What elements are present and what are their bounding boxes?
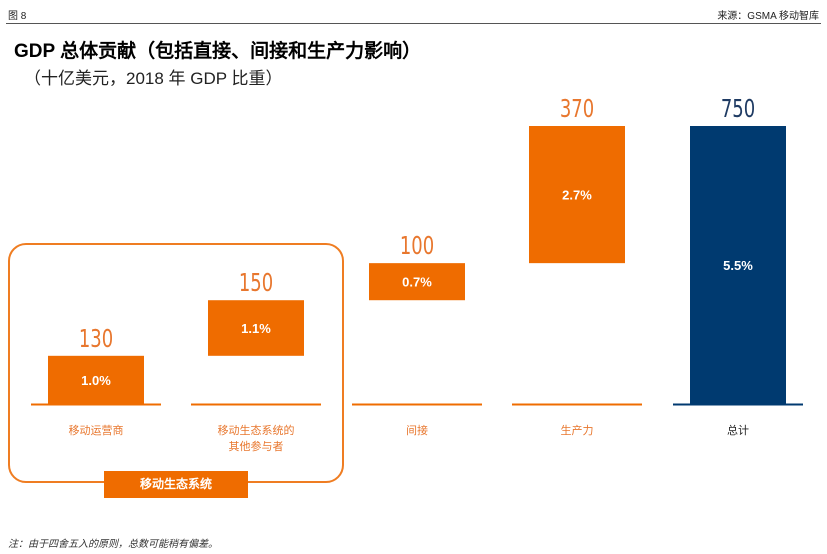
category-label-2-0: 间接 (406, 424, 428, 437)
value-label-0: 130 (79, 325, 113, 354)
bar-0 (48, 355, 144, 404)
category-label-0-0: 移动运营商 (69, 423, 124, 437)
bar-2 (369, 263, 465, 301)
figure-label: 图 8 (8, 11, 27, 22)
value-label-1: 150 (239, 269, 273, 298)
chart-title: GDP 总体贡献（包括直接、间接和生产力影响） (14, 41, 422, 62)
bar-3 (529, 126, 625, 264)
gdp-share-label-1: 1.1% (241, 321, 271, 336)
bar-4 (690, 126, 786, 404)
gdp-share-label-3: 2.7% (562, 188, 592, 203)
category-label-3-0: 生产力 (561, 423, 594, 437)
value-label-2: 100 (400, 232, 434, 261)
gdp-share-label-4: 5.5% (723, 258, 753, 273)
gdp-share-label-2: 0.7% (402, 275, 432, 290)
value-label-4: 750 (721, 95, 755, 124)
gdp-share-label-0: 1.0% (81, 373, 111, 388)
mobile-ecosystem-group-label: 移动生态系统 (104, 471, 248, 498)
category-label-1-0: 移动生态系统的 (218, 423, 295, 437)
value-label-3: 370 (560, 95, 594, 124)
header-divider (6, 23, 821, 24)
category-label-1-1: 其他参与者 (229, 439, 284, 453)
bar-1 (208, 300, 304, 356)
chart-subtitle: （十亿美元，2018 年 GDP 比重） (24, 69, 283, 88)
footnote: 注：由于四舍五入的原则，总数可能稍有偏差。 (8, 539, 218, 550)
source-label: 来源：GSMA 移动智库 (717, 11, 819, 22)
category-label-4-0: 总计 (727, 423, 749, 437)
